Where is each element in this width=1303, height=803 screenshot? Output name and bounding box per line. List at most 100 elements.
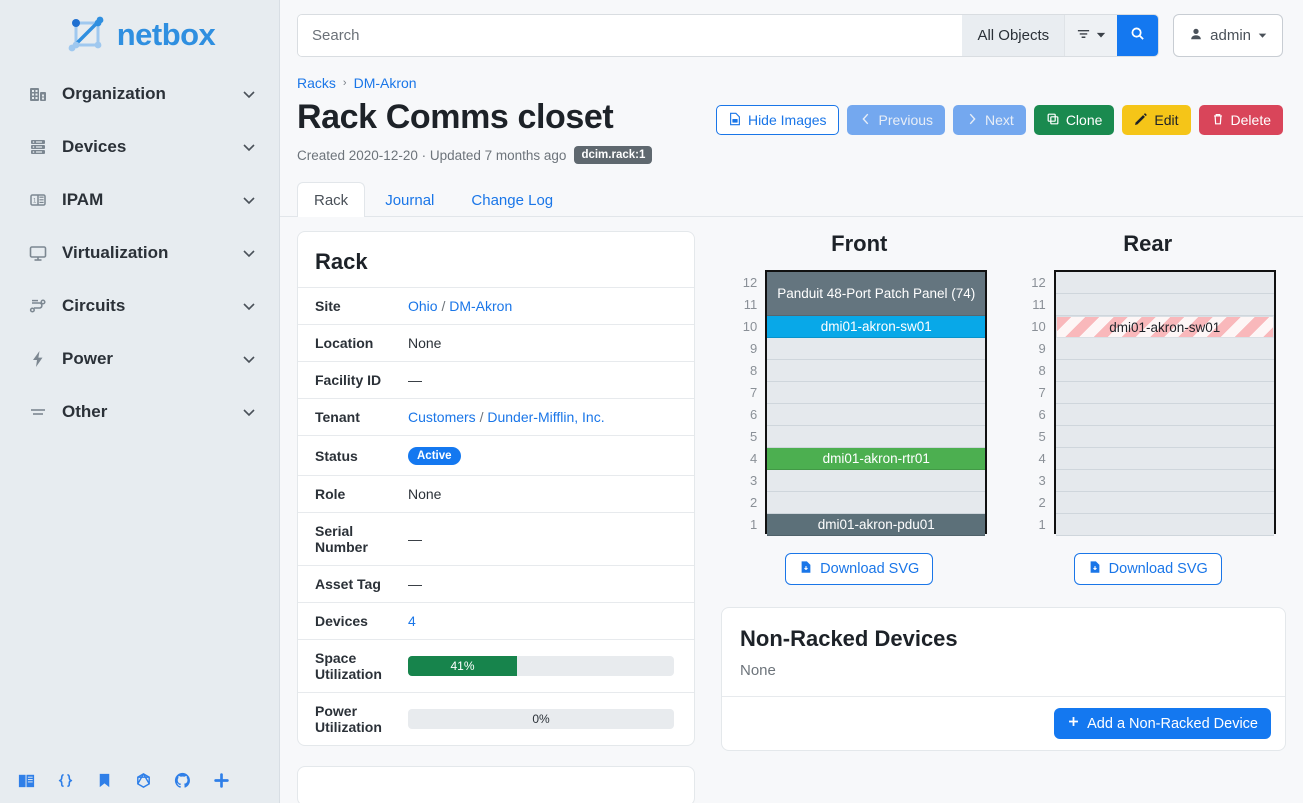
rack-unit-empty[interactable] [1055, 492, 1274, 515]
breadcrumb-parent[interactable]: Racks [297, 75, 336, 91]
rear-rack-box: dmi01-akron-sw01 [1053, 270, 1276, 537]
chevron-down-icon [1096, 27, 1106, 45]
next-button[interactable]: Next [953, 105, 1026, 135]
site-group-link[interactable]: Ohio [408, 298, 438, 315]
rack-attributes-table: Site Ohio / DM-Akron Location None [298, 287, 694, 746]
tab-change-log[interactable]: Change Log [471, 192, 554, 210]
rack-unit-device[interactable]: dmi01-akron-rtr01 [767, 448, 986, 471]
breadcrumb-current[interactable]: DM-Akron [353, 75, 417, 91]
sidebar-item-ipam[interactable]: 1 IPAM [14, 180, 265, 220]
rack-unit-empty[interactable] [767, 338, 986, 361]
rack-unit-empty[interactable] [767, 492, 986, 515]
rack-unit-empty[interactable] [767, 360, 986, 383]
front-download-svg-button[interactable]: Download SVG [785, 553, 934, 586]
devices-count-link[interactable]: 4 [408, 613, 416, 630]
rear-download-svg-button[interactable]: Download SVG [1073, 553, 1222, 586]
sidebar-item-virtualization[interactable]: Virtualization [14, 233, 265, 273]
search-submit-button[interactable] [1117, 15, 1159, 56]
sidebar-item-power[interactable]: Power [14, 339, 265, 379]
rack-unit-device[interactable]: Panduit 48-Port Patch Panel (74) [767, 272, 986, 317]
sidebar-item-devices[interactable]: Devices [14, 127, 265, 167]
rack-unit-device[interactable]: dmi01-akron-pdu01 [767, 514, 986, 537]
add-non-racked-device-button[interactable]: Add a Non-Racked Device [1054, 708, 1271, 740]
sidebar-item-circuits[interactable]: Circuits [14, 286, 265, 326]
rack-unit-empty[interactable] [767, 404, 986, 427]
rack-unit-empty[interactable] [1055, 382, 1274, 405]
brand-name: netbox [116, 16, 216, 52]
rack-unit-number: 2 [1038, 494, 1046, 510]
rack-unit-empty[interactable] [1055, 404, 1274, 427]
object-scope-select[interactable]: All Objects [962, 15, 1065, 56]
hide-images-label: Hide Images [747, 112, 827, 128]
tenant-group-link[interactable]: Customers [408, 409, 476, 426]
rack-unit-number: 10 [1031, 318, 1046, 334]
power-utilization-label: 0% [532, 712, 550, 727]
site-link[interactable]: DM-Akron [449, 298, 513, 315]
brand-logo[interactable]: netbox [0, 0, 279, 74]
edit-button[interactable]: Edit [1122, 105, 1191, 135]
rack-unit-empty[interactable] [1055, 272, 1274, 295]
clone-icon [1046, 112, 1060, 128]
sidebar-item-organization[interactable]: Organization [14, 74, 265, 114]
rack-unit-empty[interactable] [1055, 338, 1274, 361]
search-filter-dropdown[interactable] [1064, 15, 1118, 56]
docs-book-icon[interactable] [16, 770, 36, 790]
search-input[interactable] [298, 15, 963, 56]
front-title: Front [831, 231, 888, 257]
tab-journal[interactable]: Journal [385, 192, 435, 210]
rack-unit-empty[interactable] [1055, 470, 1274, 493]
chevron-down-icon [241, 351, 257, 367]
search-icon [1130, 26, 1145, 46]
rack-unit-empty[interactable] [767, 470, 986, 493]
table-row: Location None [298, 324, 694, 362]
non-racked-devices-card: Non-Racked Devices None Add a Non-Racked… [721, 607, 1286, 752]
rack-unit-empty[interactable] [1055, 514, 1274, 537]
rear-elevation: Rear 12 11 10 9 8 7 6 5 4 3 2 1 dmi01-akron-sw01 Do… [1010, 231, 1287, 586]
building-icon [28, 84, 50, 104]
rack-unit-empty[interactable] [1055, 448, 1274, 471]
content-area: Rack Site Ohio / DM-Akron Location [280, 217, 1303, 803]
table-row: Role None [298, 475, 694, 513]
monitor-icon [28, 243, 50, 263]
github-icon[interactable] [172, 770, 192, 790]
bookmark-icon[interactable] [94, 770, 114, 790]
table-row: Devices 4 [298, 602, 694, 640]
rack-unit-empty[interactable] [1055, 360, 1274, 383]
rack-unit-empty[interactable] [1055, 426, 1274, 449]
rack-unit-number: 9 [750, 340, 758, 356]
tab-rack[interactable]: Rack [297, 182, 366, 218]
netbox-logo-icon [64, 14, 110, 54]
table-row: Asset Tag — [298, 565, 694, 603]
rack-unit-empty[interactable] [767, 382, 986, 405]
rack-unit-number: 1 [750, 516, 758, 532]
graphql-icon[interactable] [133, 770, 153, 790]
rear-unit-numbers: 12 11 10 9 8 7 6 5 4 3 2 1 [1020, 270, 1046, 535]
hide-images-button[interactable]: Hide Images [715, 105, 839, 135]
row-value: — [408, 361, 694, 399]
slack-icon[interactable] [211, 770, 231, 790]
delete-button[interactable]: Delete [1198, 105, 1283, 135]
filter-icon [1076, 26, 1091, 46]
clone-button[interactable]: Clone [1033, 105, 1115, 135]
sidebar-item-other[interactable]: Other [14, 392, 265, 432]
table-row: Status Active [298, 435, 694, 476]
chevron-down-icon [241, 298, 257, 314]
chevron-down-icon [241, 245, 257, 261]
table-row: Space Utilization 41% [298, 639, 694, 693]
user-menu-button[interactable]: admin [1173, 14, 1283, 57]
chevron-left-icon [859, 112, 873, 128]
rack-unit-empty[interactable] [1055, 294, 1274, 317]
chevron-down-icon [241, 139, 257, 155]
tenant-link[interactable]: Dunder-Mifflin, Inc. [487, 409, 605, 426]
rear-rack-wrap: 12 11 10 9 8 7 6 5 4 3 2 1 dmi01-akron-sw01 [1020, 270, 1276, 537]
rack-unit-device[interactable]: dmi01-akron-sw01 [767, 316, 986, 339]
api-braces-icon[interactable] [55, 770, 75, 790]
previous-button[interactable]: Previous [846, 105, 946, 135]
non-racked-footer: Add a Non-Racked Device [722, 696, 1285, 750]
user-name: admin [1210, 27, 1251, 44]
lines-icon [28, 402, 50, 422]
file-download-icon [1088, 560, 1102, 578]
rack-unit-device[interactable]: dmi01-akron-sw01 [1055, 316, 1274, 339]
row-label: Role [298, 475, 408, 513]
rack-unit-empty[interactable] [767, 426, 986, 449]
